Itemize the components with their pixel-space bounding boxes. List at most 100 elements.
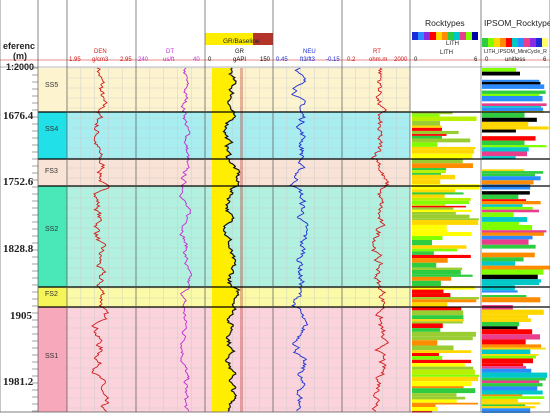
lith-bar bbox=[412, 189, 456, 193]
depth-unit-label: (m) bbox=[13, 51, 27, 61]
lith-legend-swatch bbox=[424, 32, 430, 40]
lith-bar bbox=[412, 302, 448, 307]
depth-label: 1981.2 bbox=[3, 376, 34, 388]
ipsom-bar bbox=[482, 169, 525, 172]
ipsom-bar bbox=[482, 354, 539, 356]
lith-bar bbox=[412, 146, 476, 150]
lith-bar bbox=[412, 369, 475, 375]
ipsom-bar bbox=[482, 121, 529, 127]
ipsom-bar bbox=[482, 309, 544, 315]
lith-bar bbox=[412, 345, 454, 351]
ipsom-rocktypes-title: IPSOM_Rocktypes bbox=[484, 18, 550, 28]
lith-legend-swatch bbox=[466, 32, 472, 40]
zone-tag bbox=[38, 159, 67, 186]
ipsom-bar bbox=[482, 368, 532, 373]
ipsom-bar bbox=[482, 314, 528, 319]
lith-bar bbox=[412, 229, 448, 232]
lith-bar bbox=[412, 245, 467, 249]
zone-label: SS2 bbox=[45, 226, 59, 233]
ipsom-bar bbox=[482, 265, 550, 270]
ipsom-bar bbox=[482, 358, 533, 364]
lith-bar bbox=[412, 323, 443, 329]
ipsom-bar bbox=[482, 355, 536, 359]
ipsom-bar bbox=[482, 257, 524, 262]
lith-bar bbox=[412, 209, 472, 212]
ipsom-bar bbox=[482, 129, 516, 133]
ipsom-bar bbox=[482, 269, 544, 275]
ipsom-bar bbox=[482, 321, 519, 327]
ipsom-bar bbox=[482, 285, 515, 291]
ipsom-bar bbox=[482, 88, 528, 91]
lith-bar bbox=[412, 130, 459, 135]
ipsom-legend-swatch bbox=[512, 38, 518, 47]
lith-bar bbox=[412, 407, 438, 411]
ipsom-bar bbox=[482, 390, 543, 395]
ipsom-unit: unitless bbox=[505, 57, 526, 63]
rt-right-scale: 2000 bbox=[394, 57, 408, 63]
ipsom-bar bbox=[482, 282, 540, 286]
ipsom-bar bbox=[482, 398, 518, 403]
lith-bar bbox=[412, 220, 479, 225]
lith-bar bbox=[412, 286, 475, 290]
lith-mnemonic: LITH bbox=[440, 50, 454, 56]
ipsom-bar bbox=[482, 295, 527, 298]
lith-bar bbox=[412, 179, 441, 185]
ipsom-legend-swatch bbox=[518, 38, 524, 47]
ipsom-bar bbox=[482, 318, 531, 322]
ipsom-bar bbox=[482, 81, 541, 85]
ipsom-bar bbox=[482, 252, 535, 258]
den-unit: g/cm3 bbox=[92, 57, 109, 63]
zone-label: SS4 bbox=[45, 126, 59, 133]
ipsom-bar bbox=[482, 176, 541, 181]
ipsom-bar bbox=[482, 132, 517, 137]
lith-bar bbox=[412, 135, 442, 139]
depth-track-title: eferenc bbox=[3, 41, 36, 51]
den-mnemonic: DEN bbox=[94, 49, 107, 55]
dt-curve bbox=[179, 67, 193, 412]
depth-label: 1752.6 bbox=[3, 176, 34, 188]
ipsom-bar bbox=[482, 224, 533, 231]
ipsom-bar bbox=[482, 147, 529, 152]
lith-bar bbox=[412, 142, 438, 147]
ipsom-bar bbox=[482, 261, 516, 266]
lith-bar bbox=[412, 396, 466, 400]
ipsom-bar bbox=[482, 184, 531, 190]
ipsom-bar bbox=[482, 93, 540, 96]
ipsom-bar bbox=[482, 239, 529, 245]
ipsom-bar bbox=[482, 244, 536, 249]
ipsom-bar bbox=[482, 248, 540, 253]
ipsom-legend-swatch bbox=[542, 38, 548, 47]
zone-tag bbox=[38, 112, 67, 159]
ipsom-bar bbox=[482, 200, 541, 205]
ipsom-bar bbox=[482, 95, 543, 102]
lith-bar bbox=[412, 254, 471, 259]
lith-bar bbox=[412, 173, 441, 175]
ipsom-bar bbox=[482, 302, 519, 306]
lith-bar bbox=[412, 127, 442, 131]
ipsom-legend-swatch bbox=[524, 38, 530, 47]
ipsom-bar bbox=[482, 347, 546, 350]
ipsom-bar bbox=[482, 209, 540, 213]
lith-bar bbox=[412, 331, 476, 337]
depth-track bbox=[0, 68, 38, 412]
lith-bar bbox=[412, 159, 463, 164]
lith-bar bbox=[412, 374, 480, 377]
neu-left-scale: 0.45 bbox=[276, 57, 288, 63]
lith-bar bbox=[412, 204, 446, 206]
ipsom-bar bbox=[482, 191, 530, 195]
lith-legend-swatch bbox=[448, 32, 454, 40]
lith-bar bbox=[412, 404, 436, 408]
ipsom-bar bbox=[482, 274, 538, 280]
ipsom-bar bbox=[482, 145, 547, 148]
dt-unit: us/ft bbox=[163, 57, 175, 63]
lith-bar bbox=[412, 399, 457, 403]
lith-legend-swatch bbox=[436, 32, 442, 40]
ipsom-bar bbox=[482, 112, 525, 118]
ipsom-bar bbox=[482, 221, 519, 225]
lith-bar bbox=[412, 359, 472, 364]
lith-bar bbox=[412, 297, 480, 300]
ipsom-left-scale: 0 bbox=[485, 57, 489, 63]
lith-bar bbox=[412, 393, 457, 397]
ipsom-bar bbox=[482, 406, 536, 409]
ipsom-bar bbox=[482, 279, 542, 283]
